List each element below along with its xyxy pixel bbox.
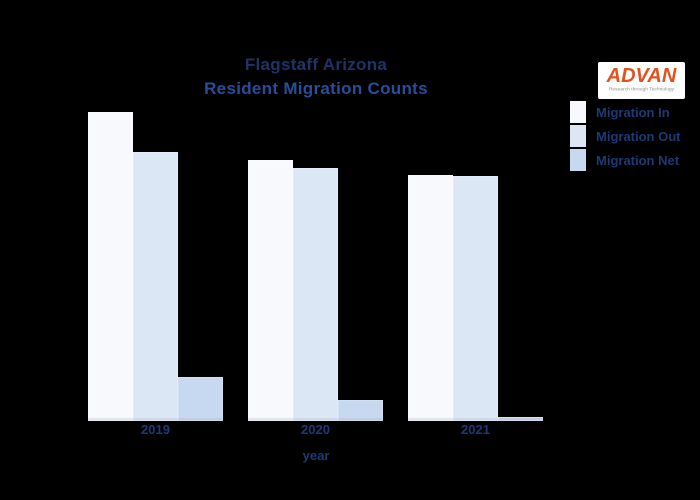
advan-logo-text: ADVAN (606, 65, 677, 87)
advan-logo: ADVAN Research through Technology (598, 62, 685, 99)
bar-migration-out-2020 (293, 168, 338, 421)
advan-logo-tagline: Research through Technology (608, 87, 675, 92)
x-tick-2021: 2021 (461, 422, 490, 437)
bar-migration-net-2020 (338, 400, 383, 421)
chart-title-line2: Resident Migration Counts (204, 79, 428, 98)
bar-migration-out-2019 (133, 152, 178, 421)
chart-title: Flagstaff Arizona Resident Migration Cou… (88, 53, 544, 101)
bar-migration-net-2021 (498, 417, 543, 421)
bar-migration-in-2020 (248, 160, 293, 421)
legend-label-migration-in: Migration In (596, 104, 670, 120)
legend-swatch-migration-net (570, 149, 586, 171)
legend-swatch-migration-in (570, 101, 586, 123)
chart-legend: Migration In Migration Out Migration Net (570, 101, 681, 171)
legend-item-migration-out: Migration Out (570, 125, 681, 147)
bar-migration-in-2019 (88, 112, 133, 421)
legend-item-migration-net: Migration Net (570, 149, 681, 171)
bar-migration-in-2021 (408, 175, 453, 421)
x-axis-title: year (302, 448, 330, 463)
legend-label-migration-out: Migration Out (596, 128, 681, 144)
x-tick-2019: 2019 (141, 422, 170, 437)
bar-migration-out-2021 (453, 176, 498, 421)
bar-migration-net-2019 (178, 377, 223, 421)
chart-title-line1: Flagstaff Arizona (244, 55, 388, 74)
legend-label-migration-net: Migration Net (596, 152, 680, 168)
x-tick-2020: 2020 (301, 422, 330, 437)
legend-swatch-migration-out (570, 125, 586, 147)
legend-item-migration-in: Migration In (570, 101, 681, 123)
